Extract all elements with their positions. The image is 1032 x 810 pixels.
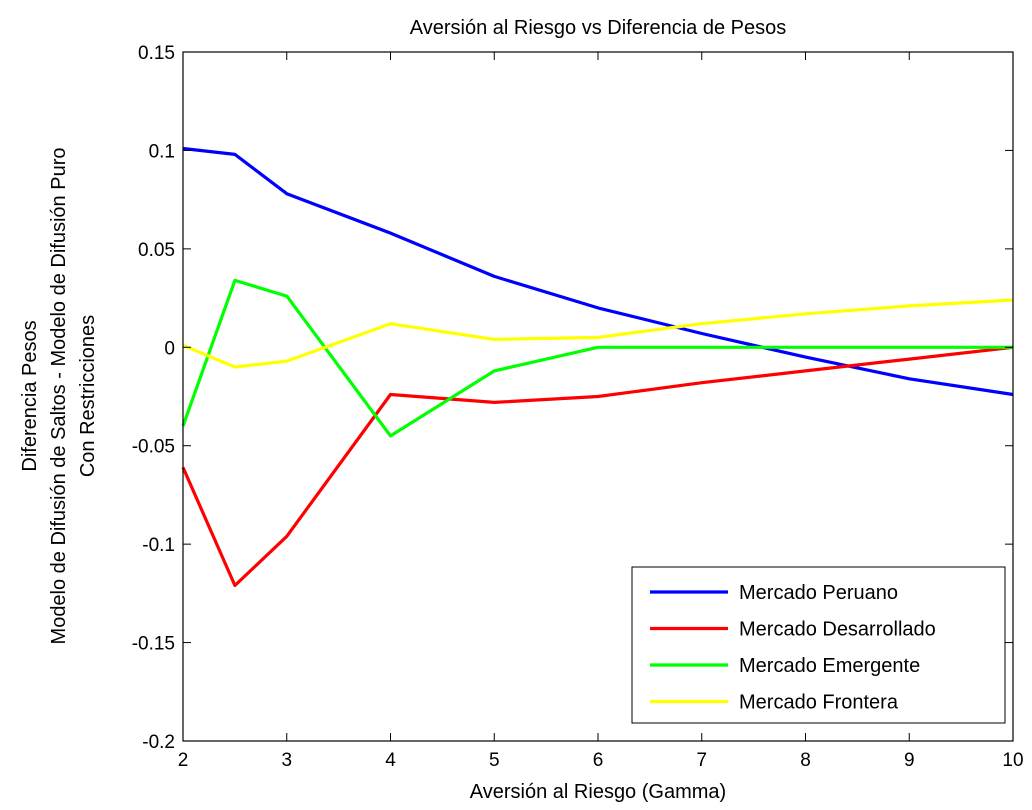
y-axis-title-line-1: Diferencia Pesos: [19, 320, 41, 471]
series-line-3: [181, 278, 1013, 438]
x-axis-tick-labels: 2 3 4 5 6 7 8 9 10: [178, 750, 1024, 771]
legend-label-4: Mercado Frontera: [739, 692, 899, 714]
legend-label-1: Mercado Peruano: [739, 582, 898, 604]
x-tick-label: 5: [489, 750, 500, 771]
x-tick-label: 4: [385, 750, 396, 771]
y-tick-label: -0.2: [142, 732, 175, 753]
x-tick-label: 6: [593, 750, 604, 771]
legend-label-3: Mercado Emergente: [739, 655, 920, 677]
x-axis-title: Aversión al Riesgo (Gamma): [470, 781, 726, 803]
chart-title: Aversión al Riesgo vs Diferencia de Peso…: [410, 17, 786, 39]
series-layer: [181, 146, 1014, 588]
axis-ticks: [182, 51, 1014, 742]
y-tick-label: -0.05: [132, 437, 175, 458]
series-line-2: [181, 345, 1014, 588]
y-axis-tick-labels: -0.2 -0.15 -0.1 -0.05 0 0.05 0.1 0.15: [132, 43, 175, 753]
y-tick-label: 0.1: [149, 141, 175, 162]
series-line-1: [182, 146, 1014, 397]
x-tick-label: 3: [281, 750, 292, 771]
y-axis-title-line-2: Modelo de Difusión de Saltos - Modelo de…: [48, 148, 70, 645]
legend-label-2: Mercado Desarrollado: [739, 619, 936, 641]
x-tick-label: 8: [800, 750, 811, 771]
y-axis-title-line-3: Con Restricciones: [77, 315, 99, 477]
y-tick-label: 0.05: [138, 240, 175, 261]
x-tick-label: 2: [178, 750, 189, 771]
legend: Mercado Peruano Mercado Desarrollado Merca…: [631, 566, 1006, 724]
x-tick-label: 10: [1002, 750, 1023, 771]
y-axis-title: Diferencia Pesos Modelo de Difusión de S…: [19, 148, 99, 645]
y-tick-label: -0.15: [132, 634, 175, 655]
x-tick-label: 7: [696, 750, 707, 771]
legend-items: Mercado Peruano Mercado Desarrollado Merca…: [650, 582, 936, 714]
y-tick-label: 0: [164, 338, 175, 359]
x-tick-label: 9: [904, 750, 915, 771]
y-tick-label: 0.15: [138, 43, 175, 64]
series-line-4: [182, 298, 1014, 369]
y-tick-label: -0.1: [142, 535, 175, 556]
